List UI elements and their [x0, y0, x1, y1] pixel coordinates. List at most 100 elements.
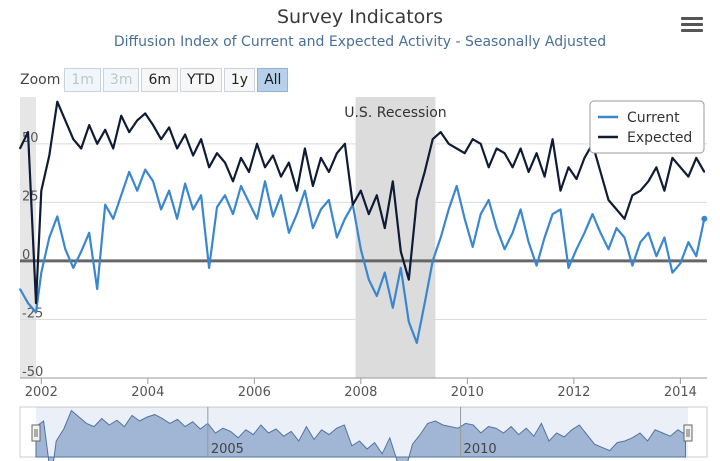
zoom-button-all[interactable]: All — [257, 68, 289, 92]
recession-label: U.S. Recession — [344, 105, 446, 121]
data-point-expected — [112, 147, 114, 150]
data-point-expected — [224, 161, 226, 164]
data-point-expected — [264, 166, 266, 169]
data-point-current — [27, 302, 29, 304]
handle-body — [31, 424, 41, 442]
data-point-expected — [615, 208, 618, 211]
data-point-expected — [631, 194, 634, 197]
data-point-current — [35, 311, 37, 314]
x-tick-label: 2008 — [344, 385, 377, 400]
data-point-current — [607, 248, 610, 251]
data-point-current — [423, 302, 426, 304]
data-point-current — [112, 217, 114, 220]
legend: Current Expected — [589, 100, 705, 154]
zoom-button-6m[interactable]: 6m — [141, 68, 178, 92]
data-point-expected — [248, 171, 250, 173]
data-point-expected — [144, 112, 146, 115]
data-point-expected — [200, 138, 202, 140]
data-point-current — [344, 217, 346, 220]
data-point-expected — [352, 203, 354, 206]
data-point-current — [240, 185, 242, 187]
hamburger-menu-icon[interactable] — [678, 14, 706, 36]
navigator-handle-left[interactable] — [31, 424, 41, 442]
data-point-current — [519, 208, 522, 211]
handle-body — [683, 424, 693, 442]
data-point-expected — [280, 175, 282, 178]
data-point-expected — [511, 166, 514, 169]
data-point-expected — [583, 157, 586, 159]
data-point-current — [463, 217, 466, 220]
data-point-expected — [88, 124, 91, 126]
data-point-current — [471, 246, 474, 248]
data-point-current — [439, 236, 442, 239]
data-point-expected — [336, 152, 338, 154]
navigator-label: 2010 — [464, 442, 497, 457]
data-point-current — [48, 236, 51, 239]
data-point-current — [663, 236, 666, 239]
data-point-expected — [96, 143, 99, 145]
data-point-current — [511, 232, 514, 234]
data-point-current — [399, 267, 402, 269]
data-point-current — [224, 194, 226, 197]
data-point-current — [447, 208, 450, 211]
data-point-current — [391, 306, 394, 309]
data-point-expected — [487, 166, 490, 169]
chart-subtitle: Diffusion Index of Current and Expected … — [113, 34, 607, 50]
y-tick-label: -25 — [22, 306, 43, 321]
data-point-expected — [439, 131, 442, 133]
data-point-current — [264, 180, 266, 183]
navigator-label: 2005 — [211, 442, 244, 457]
data-point-expected — [128, 131, 130, 133]
data-point-expected — [599, 171, 602, 173]
data-point-current — [104, 203, 107, 206]
data-point-expected — [19, 147, 21, 150]
data-point-current — [455, 185, 458, 187]
data-point-current — [192, 208, 194, 211]
zoom-button-1y[interactable]: 1y — [223, 68, 256, 92]
zoom-button-ytd[interactable]: YTD — [180, 68, 222, 92]
data-point-expected — [687, 175, 690, 178]
data-point-current — [272, 215, 274, 218]
zoom-label: Zoom — [20, 72, 61, 88]
data-point-expected — [623, 217, 626, 220]
data-point-expected — [391, 180, 394, 183]
data-point-current — [407, 321, 410, 323]
navigator-handle-right[interactable] — [683, 424, 693, 442]
data-point-current — [328, 199, 330, 201]
x-tick-label: 2014 — [664, 385, 697, 400]
data-point-expected — [136, 119, 138, 122]
zoom-button-1m[interactable]: 1m — [64, 68, 101, 92]
data-point-current — [503, 248, 506, 251]
data-point-current — [136, 189, 138, 192]
data-point-current — [80, 250, 83, 253]
data-point-expected — [48, 154, 51, 157]
data-point-expected — [527, 171, 530, 173]
data-point-expected — [256, 143, 258, 145]
data-point-expected — [535, 152, 538, 154]
legend-label-expected: Expected — [627, 130, 692, 146]
data-point-current — [479, 213, 482, 215]
legend-label-current: Current — [627, 110, 680, 126]
data-point-current — [232, 213, 234, 215]
data-point-expected — [288, 161, 290, 164]
data-point-expected — [503, 152, 506, 154]
data-point-current — [176, 217, 178, 220]
data-point-current — [687, 241, 690, 243]
data-point-expected — [216, 152, 218, 154]
data-point-expected — [192, 154, 194, 157]
data-point-current — [144, 168, 146, 171]
data-point-expected — [232, 180, 234, 183]
zoom-button-3m[interactable]: 3m — [102, 68, 140, 92]
data-point-current — [384, 271, 386, 274]
data-point-current — [320, 208, 322, 211]
data-point-expected — [64, 119, 67, 122]
data-point-current — [527, 241, 530, 243]
data-point-current — [679, 262, 682, 265]
data-point-current — [312, 227, 314, 229]
data-point-expected — [344, 143, 346, 145]
x-tick-label: 2004 — [131, 385, 164, 400]
data-point-expected — [376, 194, 378, 197]
data-point-expected — [384, 227, 386, 229]
data-point-current — [96, 288, 99, 290]
